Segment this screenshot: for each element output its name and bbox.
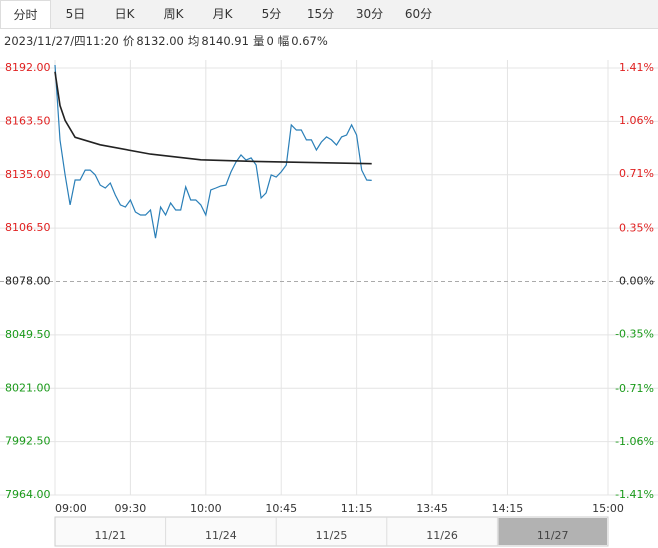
y-tick-label: 7964.00 (5, 488, 51, 501)
x-tick-label: 09:00 (55, 502, 87, 515)
y-tick-label: 8106.50 (5, 221, 51, 234)
tab[interactable]: 月K (212, 7, 233, 21)
tab[interactable]: 周K (163, 7, 184, 21)
y2-tick-label: -0.71% (615, 382, 654, 395)
y2-tick-label: -1.41% (615, 488, 654, 501)
y-tick-label: 8021.00 (5, 381, 51, 394)
info-label: 均 (187, 34, 200, 48)
info-label: 量 (252, 34, 265, 48)
x-tick-label: 13:45 (416, 502, 448, 515)
y-tick-label: 8192.00 (5, 61, 51, 74)
info-line: 2023/11/27/四11:20 价 8132.00 均 8140.91 量 0 幅 0.67… (4, 33, 332, 49)
navigator-label: 11/27 (537, 529, 569, 542)
x-tick-label: 11:15 (341, 502, 373, 515)
y-tick-label: 8163.50 (5, 114, 51, 127)
info-time: 2023/11/27/四11:20 (4, 34, 119, 48)
y-tick-label: 8135.00 (5, 168, 51, 181)
x-tick-label: 10:45 (265, 502, 297, 515)
tab[interactable]: 30分 (355, 7, 384, 21)
navigator-label: 11/25 (316, 529, 348, 542)
info-value: 0 (266, 34, 274, 48)
tab[interactable]: 分时 (0, 0, 51, 28)
tab[interactable]: 日K (114, 7, 135, 21)
tab[interactable]: 15分 (306, 7, 335, 21)
navigator-selection (498, 518, 607, 545)
navigator-label: 11/26 (426, 529, 458, 542)
info-value: 8140.91 (201, 34, 249, 48)
tab-bar: 分时 5日 日K 周K 月K 5分 15分 30分 60分 (0, 0, 658, 29)
price-line (54, 71, 372, 165)
x-tick-label: 15:00 (592, 502, 624, 515)
y2-tick-label: 0.00% (619, 275, 654, 288)
y2-tick-label: -0.35% (615, 327, 654, 340)
price-line (54, 64, 372, 239)
y2-tick-label: -1.06% (615, 435, 654, 448)
y2-tick-label: 1.06% (619, 114, 654, 127)
y2-tick-label: 1.41% (619, 61, 654, 74)
tab[interactable]: 5分 (261, 7, 282, 21)
navigator-label: 11/24 (205, 529, 237, 542)
info-label: 价 (122, 34, 135, 48)
y-tick-label: 7992.50 (5, 435, 51, 448)
info-value: 8132.00 (136, 34, 184, 48)
y2-tick-label: 0.71% (619, 167, 654, 180)
info-value: 0.67% (291, 34, 328, 48)
y-tick-label: 8078.00 (5, 275, 51, 288)
navigator-label: 11/21 (94, 529, 126, 542)
x-tick-label: 10:00 (190, 502, 222, 515)
x-tick-label: 09:30 (115, 502, 147, 515)
info-label: 幅 (277, 34, 290, 48)
tab[interactable]: 60分 (404, 7, 433, 21)
y-tick-label: 8049.50 (5, 328, 51, 341)
y2-tick-label: 0.35% (619, 222, 654, 235)
x-tick-label: 14:15 (492, 502, 524, 515)
tab[interactable]: 5日 (65, 7, 86, 21)
